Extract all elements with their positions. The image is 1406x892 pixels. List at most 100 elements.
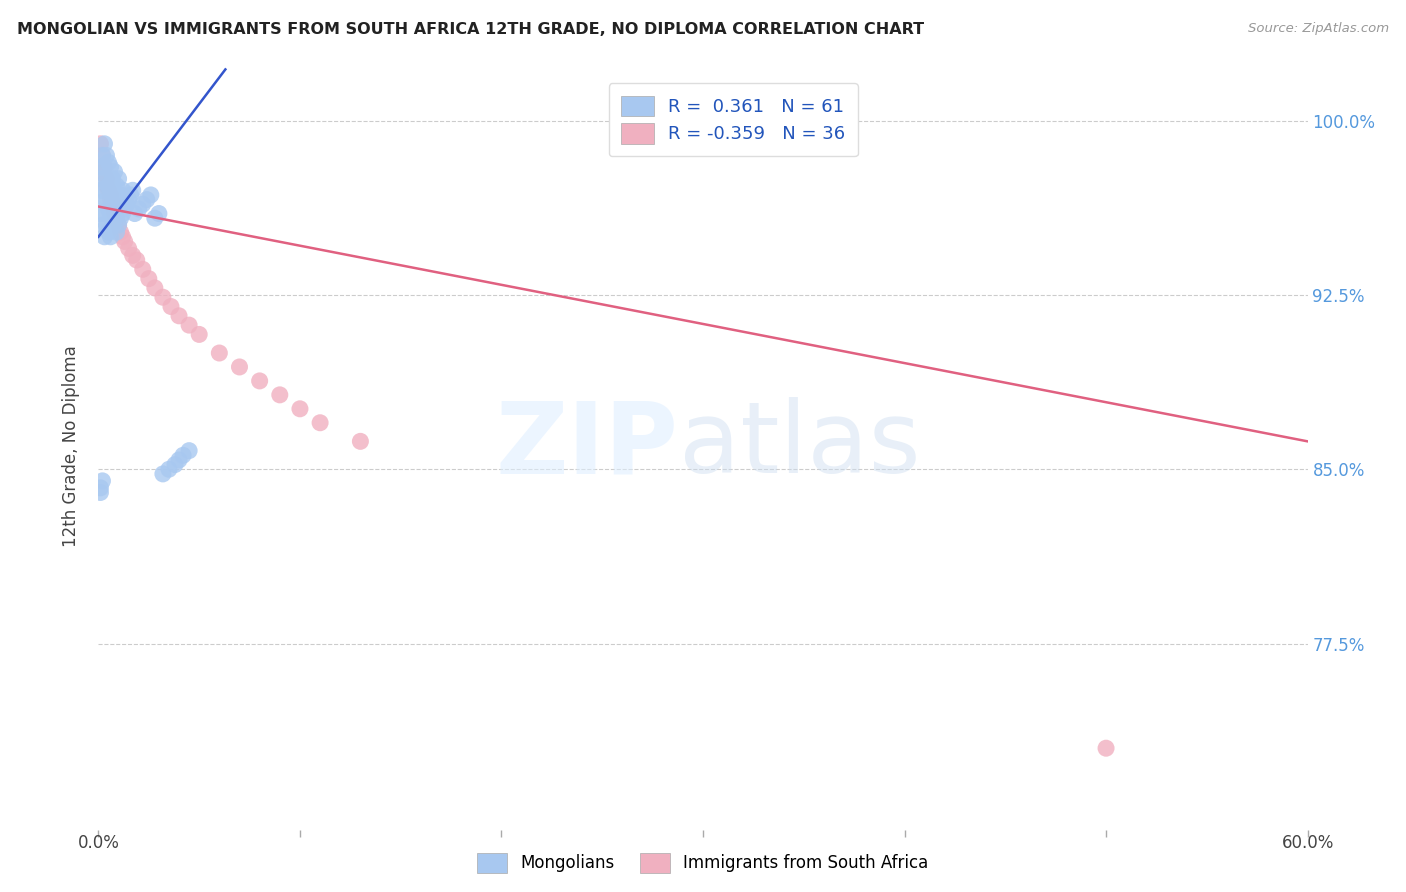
Point — [107, 171, 129, 186]
Point — [101, 218, 124, 232]
Point — [91, 218, 114, 232]
Point — [160, 300, 183, 314]
Point — [96, 194, 118, 209]
Point — [93, 160, 115, 174]
Point — [288, 401, 311, 416]
Point — [309, 416, 332, 430]
Point — [125, 253, 148, 268]
Legend: R =  0.361   N = 61, R = -0.359   N = 36: R = 0.361 N = 61, R = -0.359 N = 36 — [609, 83, 858, 156]
Point — [143, 281, 166, 295]
Point — [96, 218, 118, 232]
Point — [96, 148, 118, 162]
Point — [132, 197, 155, 211]
Point — [103, 202, 125, 216]
Point — [105, 202, 128, 216]
Point — [89, 485, 111, 500]
Point — [89, 183, 111, 197]
Point — [93, 183, 115, 197]
Point — [120, 188, 142, 202]
Point — [107, 194, 129, 209]
Point — [139, 188, 162, 202]
Point — [93, 136, 115, 151]
Point — [111, 229, 134, 244]
Point — [179, 318, 201, 332]
Text: ZIP: ZIP — [496, 398, 679, 494]
Point — [100, 193, 122, 207]
Point — [89, 160, 111, 174]
Point — [100, 229, 122, 244]
Point — [110, 225, 132, 239]
Point — [103, 164, 125, 178]
Point — [100, 160, 122, 174]
Point — [114, 202, 136, 216]
Point — [96, 178, 118, 193]
Point — [101, 194, 124, 209]
Point — [148, 206, 170, 220]
Point — [135, 193, 157, 207]
Point — [269, 388, 291, 402]
Point — [107, 218, 129, 232]
Text: MONGOLIAN VS IMMIGRANTS FROM SOUTH AFRICA 12TH GRADE, NO DIPLOMA CORRELATION CHA: MONGOLIAN VS IMMIGRANTS FROM SOUTH AFRIC… — [17, 22, 924, 37]
Point — [110, 188, 132, 202]
Point — [93, 160, 115, 174]
Point — [91, 164, 114, 178]
Point — [208, 346, 231, 360]
Point — [157, 462, 180, 476]
Text: 60.0%: 60.0% — [1281, 834, 1334, 852]
Point — [105, 178, 128, 193]
Point — [114, 235, 136, 249]
Point — [96, 171, 118, 186]
Point — [228, 359, 250, 374]
Point — [167, 309, 190, 323]
Point — [101, 171, 124, 186]
Point — [93, 229, 115, 244]
Point — [124, 206, 146, 220]
Point — [349, 434, 371, 449]
Point — [105, 211, 128, 226]
Point — [100, 183, 122, 197]
Point — [96, 171, 118, 186]
Point — [89, 136, 111, 151]
Point — [118, 193, 141, 207]
Text: atlas: atlas — [679, 398, 921, 494]
Point — [100, 206, 122, 220]
Point — [249, 374, 271, 388]
Text: 0.0%: 0.0% — [77, 834, 120, 852]
Point — [143, 211, 166, 226]
Point — [179, 443, 201, 458]
Point — [111, 183, 134, 197]
Point — [107, 218, 129, 232]
Text: Source: ZipAtlas.com: Source: ZipAtlas.com — [1249, 22, 1389, 36]
Point — [115, 197, 138, 211]
Point — [103, 206, 125, 220]
Point — [152, 290, 174, 304]
Point — [138, 271, 160, 285]
Point — [105, 225, 128, 239]
Point — [97, 225, 120, 239]
Point — [91, 474, 114, 488]
Point — [91, 148, 114, 162]
Point — [100, 188, 122, 202]
Point — [121, 248, 143, 262]
Point — [121, 183, 143, 197]
Legend: Mongolians, Immigrants from South Africa: Mongolians, Immigrants from South Africa — [471, 847, 935, 880]
Point — [93, 206, 115, 220]
Point — [91, 194, 114, 209]
Point — [132, 262, 155, 277]
Point — [97, 178, 120, 193]
Point — [91, 171, 114, 186]
Point — [111, 206, 134, 220]
Point — [152, 467, 174, 481]
Point — [101, 194, 124, 209]
Point — [1095, 741, 1118, 756]
Point — [172, 448, 194, 462]
Point — [97, 155, 120, 169]
Point — [118, 241, 141, 255]
Point — [188, 327, 211, 342]
Point — [128, 202, 150, 216]
Point — [103, 188, 125, 202]
Point — [89, 481, 111, 495]
Point — [89, 206, 111, 220]
Point — [97, 202, 120, 216]
Y-axis label: 12th Grade, No Diploma: 12th Grade, No Diploma — [62, 345, 80, 547]
